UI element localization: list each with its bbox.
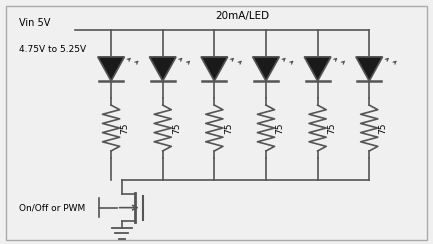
Polygon shape bbox=[98, 57, 124, 81]
Text: On/Off or PWM: On/Off or PWM bbox=[19, 203, 85, 212]
Text: 75: 75 bbox=[275, 122, 284, 134]
Polygon shape bbox=[304, 57, 331, 81]
Text: 75: 75 bbox=[120, 122, 129, 134]
Text: 20mA/LED: 20mA/LED bbox=[215, 11, 269, 21]
Text: 75: 75 bbox=[172, 122, 181, 134]
Polygon shape bbox=[201, 57, 228, 81]
Text: 4.75V to 5.25V: 4.75V to 5.25V bbox=[19, 45, 86, 54]
Text: 75: 75 bbox=[224, 122, 233, 134]
Polygon shape bbox=[149, 57, 176, 81]
Polygon shape bbox=[356, 57, 383, 81]
Text: Vin 5V: Vin 5V bbox=[19, 18, 50, 28]
Text: 75: 75 bbox=[379, 122, 388, 134]
Polygon shape bbox=[252, 57, 279, 81]
Text: 75: 75 bbox=[327, 122, 336, 134]
